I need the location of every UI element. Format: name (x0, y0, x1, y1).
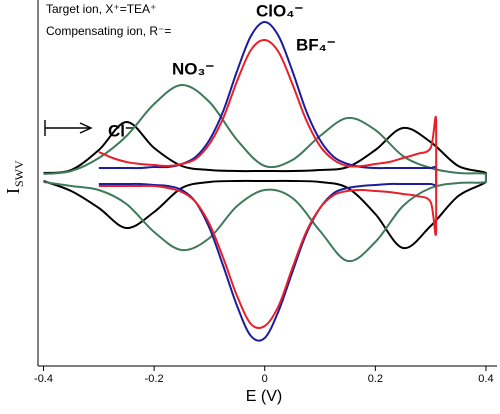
series-line (43, 83, 487, 263)
y-axis-label-sub: SWV (12, 160, 26, 187)
series-label: ClO₄⁻ (256, 1, 303, 20)
series-label: NO₃⁻ (172, 59, 214, 78)
y-axis-label-group: I SWV (3, 160, 26, 194)
x-axis-label: E (V) (246, 388, 282, 405)
series-label: BF₄⁻ (296, 35, 336, 54)
annotation: Target ion, X⁺=TEA⁺ (46, 2, 156, 16)
x-tick-label: 0.2 (368, 373, 383, 385)
x-tick-label: 0.4 (478, 373, 493, 385)
y-axis-label: I (3, 188, 23, 194)
x-tick-label: -0.2 (145, 373, 164, 385)
annotation: Compensating ion, R⁻= (46, 24, 171, 38)
x-tick-label: 0 (262, 373, 268, 385)
arrow-head (79, 122, 93, 134)
x-tick-label: -0.4 (34, 373, 53, 385)
series-line (98, 38, 438, 330)
arrow (44, 120, 93, 136)
